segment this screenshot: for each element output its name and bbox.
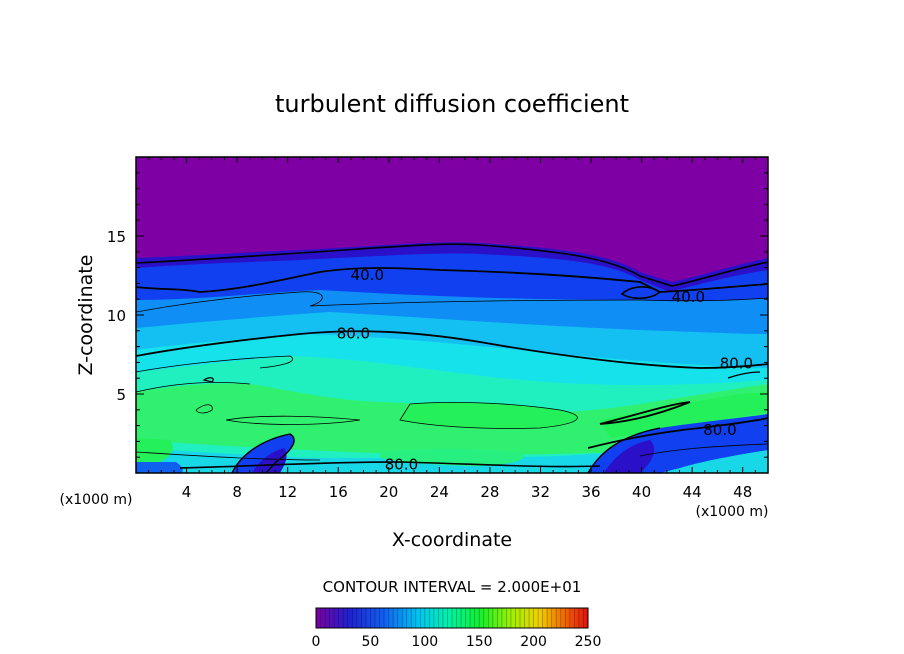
x-tick-label: 24 [430, 483, 449, 501]
x-tick-label: 40 [632, 483, 651, 501]
green-region-3 [600, 392, 768, 438]
contour-label: 80.0 [385, 456, 418, 474]
left-edge-green [136, 438, 173, 462]
chart-title: turbulent diffusion coefficient [275, 90, 629, 118]
x-tick-label: 32 [531, 483, 550, 501]
x-tick-label: 4 [182, 483, 192, 501]
colorbar-gradient [315, 607, 589, 629]
colorbar-tick-label: 150 [466, 634, 493, 650]
contour-line-80-rightlow [639, 443, 768, 457]
x-tick-label: 20 [379, 483, 398, 501]
contour-label: 80.0 [720, 354, 753, 372]
x-unit-right: (x1000 m) [696, 504, 769, 520]
left-dark-plume [252, 448, 287, 473]
colorbar-tick-label: 0 [312, 634, 321, 650]
contour-label: 80.0 [337, 324, 370, 342]
colorbar-tick-label: 200 [520, 634, 547, 650]
contour-field [136, 157, 768, 473]
contour-line-20a [136, 243, 768, 287]
left-edge-blue [136, 462, 183, 473]
x-axis-ticks: 4 8 12 16 20 24 28 32 36 40 44 48 [148, 157, 756, 501]
contour-line-plume-right [587, 427, 661, 473]
colorbar-tick-label: 250 [575, 634, 602, 650]
contour-labels: 40.0 40.0 80.0 80.0 80.0 80.0 [337, 266, 753, 474]
contour-line-small-2 [727, 371, 761, 379]
contour-label: 40.0 [351, 266, 384, 284]
green-region-2 [400, 402, 578, 429]
colorbar-tick-label: 50 [361, 634, 379, 650]
contour-label: 40.0 [672, 288, 705, 306]
x-tick-label: 28 [480, 483, 499, 501]
y-tick-label: 15 [107, 228, 126, 246]
x-tick-label: 8 [232, 483, 242, 501]
right-dark-plume [604, 440, 655, 473]
x-unit-left: (x1000 m) [60, 492, 133, 508]
x-tick-label: 36 [581, 483, 600, 501]
contour-interval-text: CONTOUR INTERVAL = 2.000E+01 [323, 578, 582, 596]
contour-line-plume-left [231, 433, 295, 473]
x-tick-label: 44 [683, 483, 702, 501]
x-axis-label: X-coordinate [392, 529, 512, 551]
y-tick-label: 5 [116, 386, 126, 404]
y-axis-ticks: 5 10 15 [107, 172, 768, 458]
colorbar-tick-label: 100 [411, 634, 438, 650]
y-axis-label: Z-coordinate [75, 255, 97, 376]
colorbar: 0 50 100 150 200 250 [312, 607, 602, 650]
contour-line-80-right [587, 417, 768, 449]
contour-line-80-diag [599, 401, 691, 425]
contour-lines [136, 243, 768, 473]
contour-line-100a [136, 355, 293, 373]
colorbar-ticks: 0 50 100 150 200 250 [312, 634, 602, 650]
contour-line-100d [225, 415, 361, 425]
contour-line-80-upper [136, 330, 768, 369]
contour-line-100c [195, 404, 213, 414]
contour-line-100b [136, 382, 251, 393]
contour-label: 80.0 [703, 421, 736, 439]
x-tick-label: 16 [329, 483, 348, 501]
colorbar-stripes [320, 608, 584, 628]
x-tick-label: 12 [278, 483, 297, 501]
contour-line-small-1 [202, 377, 214, 383]
contour-line-60-bottom [136, 451, 321, 461]
contour-line-40-upper [136, 267, 768, 293]
x-tick-label: 48 [733, 483, 752, 501]
contour-line-60 [136, 291, 768, 313]
contour-line-80-bottom [179, 461, 601, 469]
left-blue-plume [232, 434, 295, 473]
contour-line-40-loop [620, 286, 662, 300]
y-tick-label: 10 [107, 307, 126, 325]
contour-line-100e [399, 402, 578, 429]
